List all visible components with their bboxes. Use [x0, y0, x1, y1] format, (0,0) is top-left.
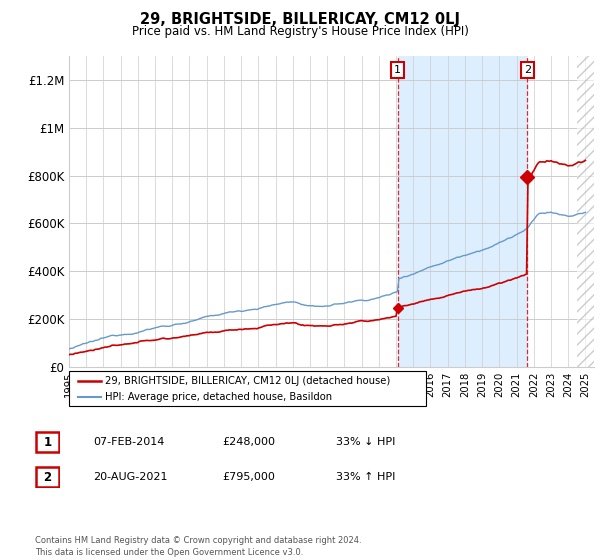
Text: 07-FEB-2014: 07-FEB-2014: [93, 437, 164, 447]
Text: 1: 1: [394, 65, 401, 75]
Text: 29, BRIGHTSIDE, BILLERICAY, CM12 0LJ (detached house): 29, BRIGHTSIDE, BILLERICAY, CM12 0LJ (de…: [105, 376, 390, 386]
Text: 33% ↑ HPI: 33% ↑ HPI: [336, 472, 395, 482]
Text: 29, BRIGHTSIDE, BILLERICAY, CM12 0LJ: 29, BRIGHTSIDE, BILLERICAY, CM12 0LJ: [140, 12, 460, 27]
Text: 20-AUG-2021: 20-AUG-2021: [93, 472, 167, 482]
Text: Contains HM Land Registry data © Crown copyright and database right 2024.
This d: Contains HM Land Registry data © Crown c…: [35, 536, 361, 557]
Text: £795,000: £795,000: [222, 472, 275, 482]
Text: 2: 2: [43, 470, 52, 484]
Text: 33% ↓ HPI: 33% ↓ HPI: [336, 437, 395, 447]
Text: Price paid vs. HM Land Registry's House Price Index (HPI): Price paid vs. HM Land Registry's House …: [131, 25, 469, 38]
Text: 2: 2: [524, 65, 531, 75]
Text: HPI: Average price, detached house, Basildon: HPI: Average price, detached house, Basi…: [105, 393, 332, 402]
Text: £248,000: £248,000: [222, 437, 275, 447]
Bar: [577, 56, 600, 367]
Text: 1: 1: [43, 436, 52, 449]
Bar: [398, 56, 527, 367]
